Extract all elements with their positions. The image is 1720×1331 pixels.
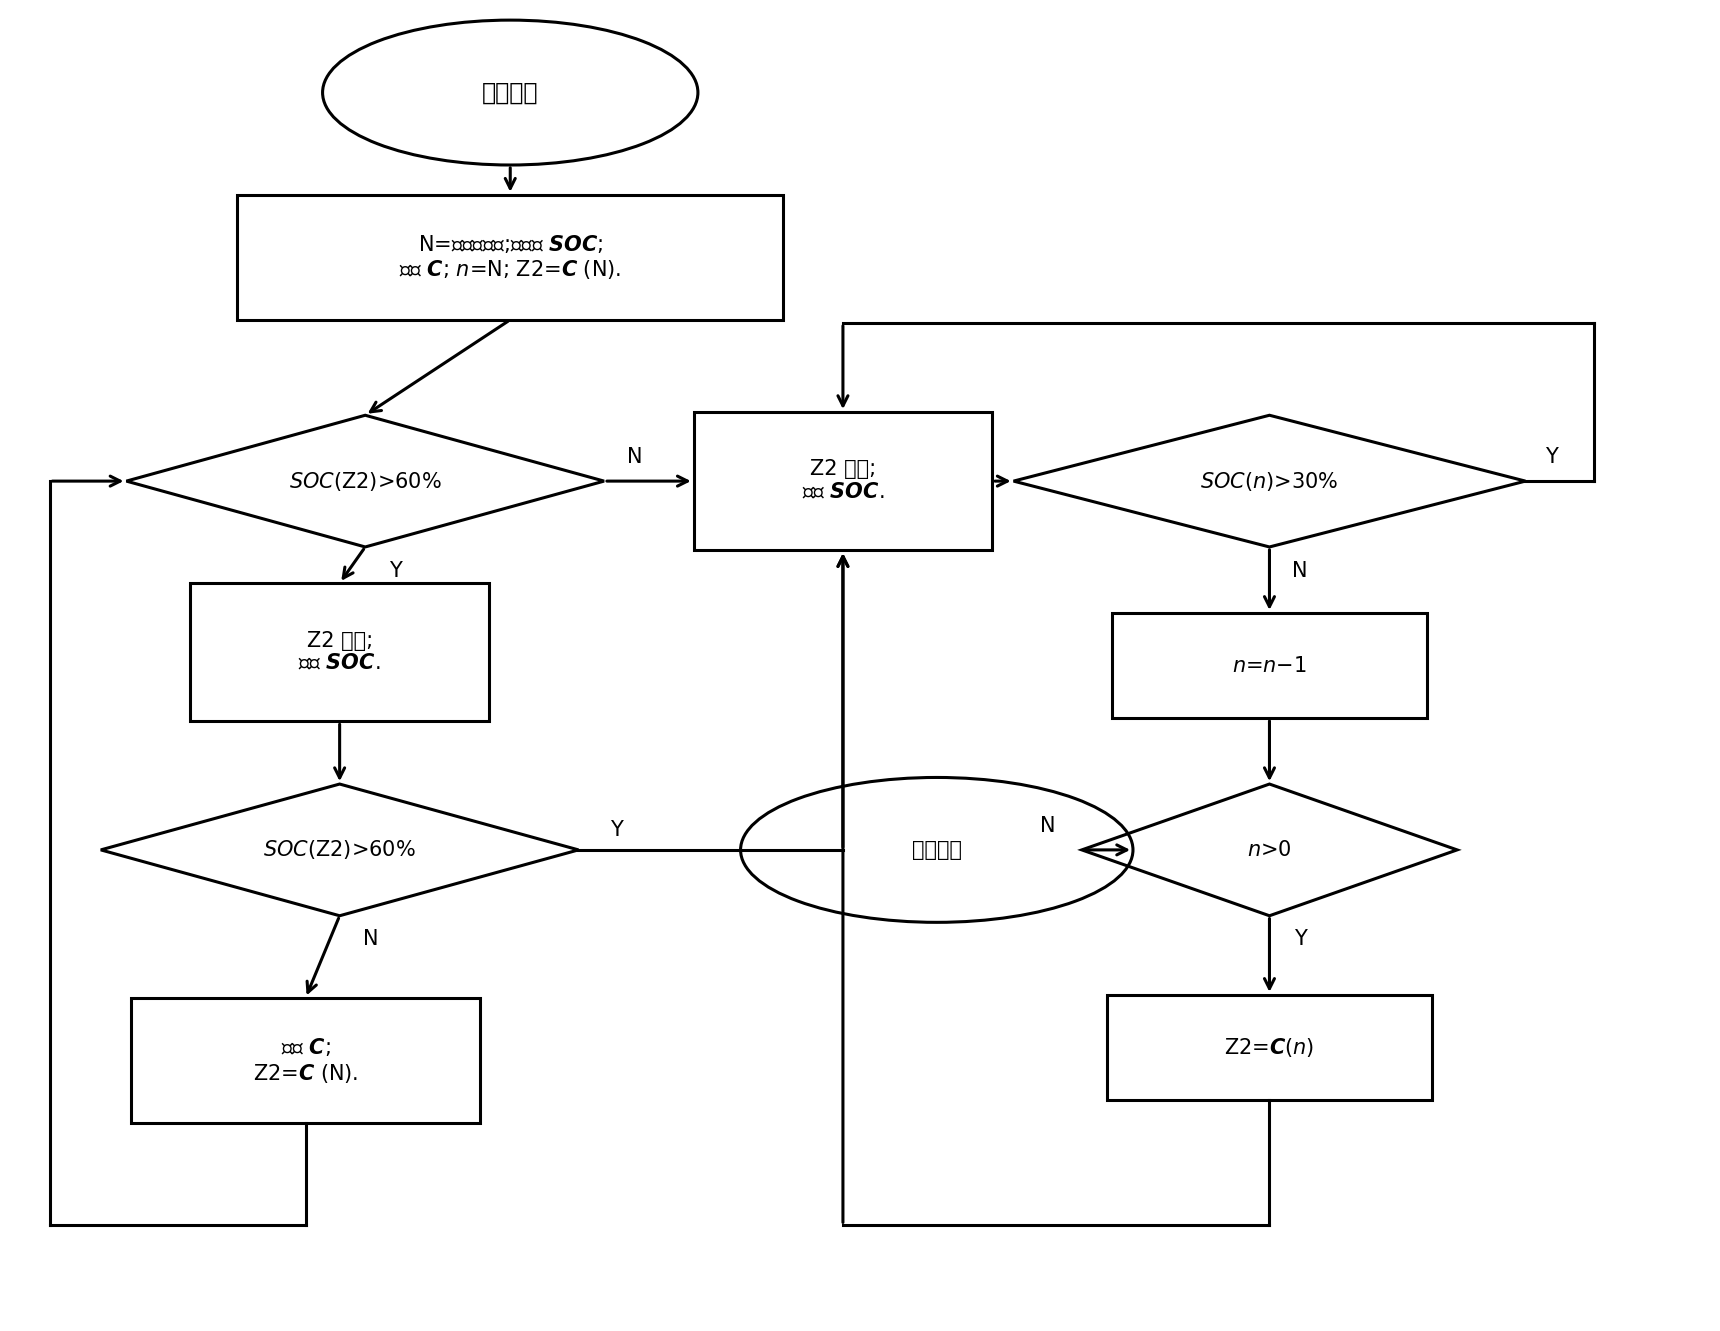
Bar: [131, 998, 480, 1123]
Text: Z2 放电;
更新 $\boldsymbol{SOC}$.: Z2 放电; 更新 $\boldsymbol{SOC}$.: [802, 459, 884, 503]
Bar: [191, 583, 488, 721]
Text: Y: Y: [609, 820, 623, 840]
Bar: [693, 413, 992, 550]
Text: 开始放电: 开始放电: [482, 81, 538, 105]
Bar: [1111, 612, 1428, 719]
Text: 更新 $\boldsymbol{C}$;
Z2=$\boldsymbol{C}$ (N).: 更新 $\boldsymbol{C}$; Z2=$\boldsymbol{C}$…: [253, 1037, 358, 1085]
Text: $SOC$(Z2)>60%: $SOC$(Z2)>60%: [263, 839, 416, 861]
Text: N: N: [1292, 560, 1307, 580]
Bar: [237, 194, 783, 319]
Bar: [1108, 994, 1431, 1101]
Text: N: N: [628, 447, 643, 467]
Text: 结束放电: 结束放电: [912, 840, 961, 860]
Text: $SOC$(Z2)>60%: $SOC$(Z2)>60%: [289, 470, 442, 492]
Text: $n$>0: $n$>0: [1247, 840, 1292, 860]
Text: Y: Y: [1545, 447, 1557, 467]
Text: $SOC$($n$)>30%: $SOC$($n$)>30%: [1201, 470, 1338, 492]
Text: Z2=$\boldsymbol{C}$($n$): Z2=$\boldsymbol{C}$($n$): [1225, 1036, 1314, 1059]
Text: N=蓄电池组数;初始化 $\boldsymbol{SOC}$;
定义 $\boldsymbol{C}$; $n$=N; Z2=$\boldsymbol{C}$ : N=蓄电池组数;初始化 $\boldsymbol{SOC}$; 定义 $\bol…: [399, 233, 621, 281]
Text: N: N: [363, 929, 378, 949]
Text: Y: Y: [389, 560, 402, 580]
Text: Z2 放电;
更新 $\boldsymbol{SOC}$.: Z2 放电; 更新 $\boldsymbol{SOC}$.: [299, 631, 380, 673]
Text: Y: Y: [1293, 929, 1307, 949]
Text: N: N: [1041, 816, 1056, 836]
Text: $n$=$n$−1: $n$=$n$−1: [1232, 655, 1307, 676]
